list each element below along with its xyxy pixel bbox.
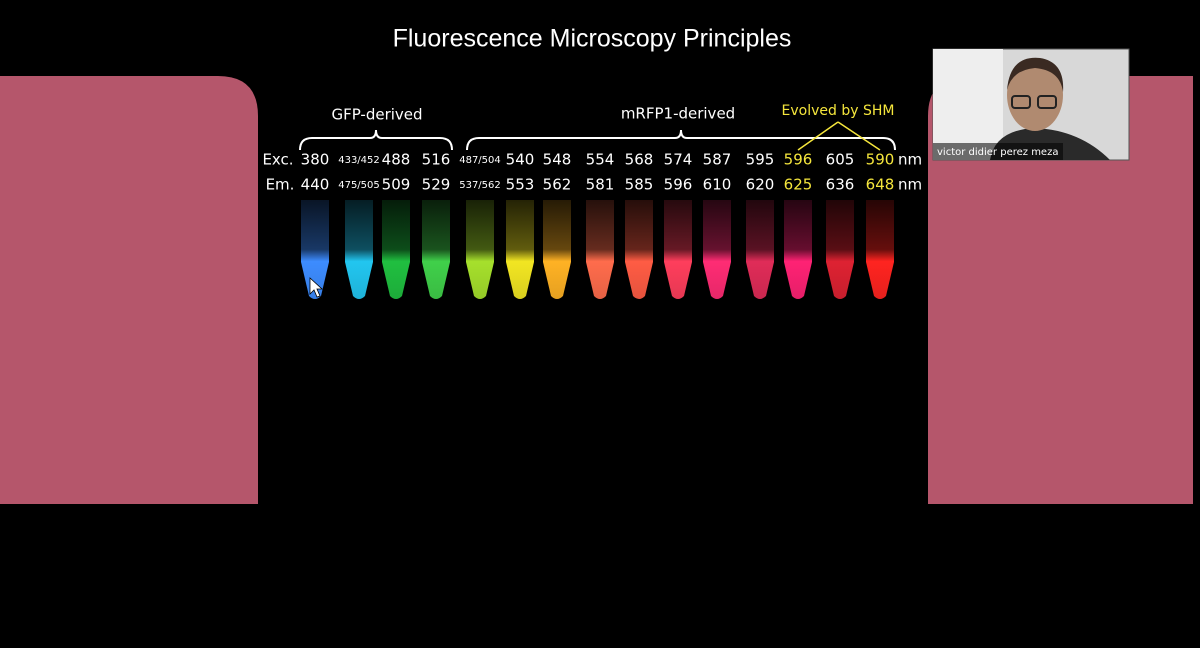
figure: GFP-derived mRFP1-derived Evolved by SHM… [262,103,922,299]
mrfp-label: mRFP1-derived [621,105,735,123]
unit-exc: nm [898,151,922,169]
exc-value: 540 [506,151,535,169]
tube [301,200,329,299]
exc-value: 595 [746,151,775,169]
person-hair [1007,57,1064,92]
tube [826,200,854,299]
left-panel [0,76,258,504]
exc-value: 548 [543,151,572,169]
participant-name: victor didier perez meza [937,147,1058,158]
em-value: 636 [826,176,855,194]
exc-value: 596 [784,151,813,169]
tube [784,200,812,299]
exc-value: 380 [301,151,330,169]
em-value: 553 [506,176,535,194]
tube [703,200,731,299]
em-value: 509 [382,176,411,194]
em-value: 610 [703,176,732,194]
person-head [1007,59,1063,131]
em-value: 625 [784,176,813,194]
em-value: 440 [301,176,330,194]
exc-value: 590 [866,151,895,169]
name-tag [933,143,1063,160]
em-value: 562 [543,176,572,194]
evolved-lines [797,121,881,151]
video-wall [933,49,1003,160]
tube [866,200,894,299]
exc-value: 488 [382,151,411,169]
exc-value: 516 [422,151,451,169]
em-label: Em. [266,176,295,194]
exc-value: 487/504 [459,155,501,166]
evolved-label: Evolved by SHM [782,103,895,119]
glasses-left [1011,95,1031,109]
exc-value: 554 [586,151,615,169]
tube [543,200,571,299]
em-value: 537/562 [459,180,501,191]
em-value: 648 [866,176,895,194]
video-tile[interactable]: victor didier perez meza [932,48,1130,161]
tube [466,200,494,299]
em-value: 596 [664,176,693,194]
gfp-label: GFP-derived [331,106,422,124]
glasses-right [1037,95,1057,109]
tube [382,200,410,299]
tube [345,200,373,299]
exc-value: 568 [625,151,654,169]
mrfp-brace [466,129,896,151]
slide-title: Fluorescence Microscopy Principles [393,25,792,53]
tube [746,200,774,299]
tube [506,200,534,299]
tube [664,200,692,299]
exc-label: Exc. [262,151,293,169]
right-panel [928,76,1193,504]
em-value: 475/505 [338,180,380,191]
em-value: 581 [586,176,615,194]
em-value: 529 [422,176,451,194]
exc-value: 433/452 [338,155,380,166]
em-value: 585 [625,176,654,194]
unit-em: nm [898,176,922,194]
tube [422,200,450,299]
tube [586,200,614,299]
exc-value: 605 [826,151,855,169]
exc-value: 587 [703,151,732,169]
tube [625,200,653,299]
exc-value: 574 [664,151,693,169]
mouse-cursor [309,277,324,298]
em-value: 620 [746,176,775,194]
gfp-brace [299,129,453,151]
